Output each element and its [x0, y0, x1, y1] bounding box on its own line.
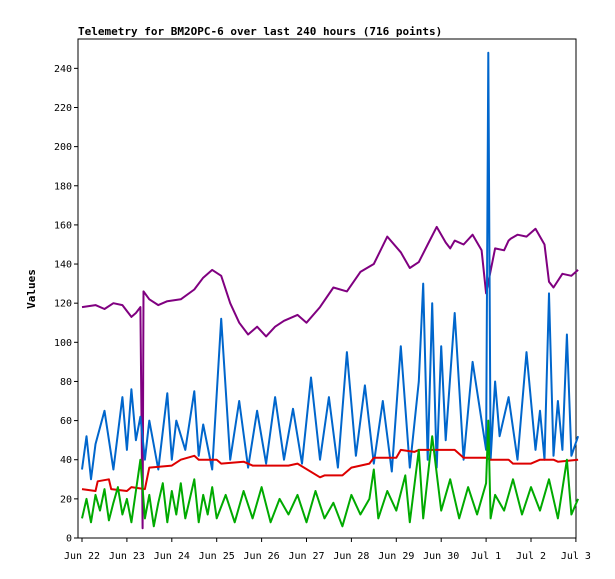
series-line-0	[81, 225, 579, 530]
y-tick-label: 100	[54, 338, 72, 349]
y-tick-label: 0	[66, 534, 72, 545]
y-tick-label: 20	[60, 494, 72, 505]
x-tick-label: Jul 2	[516, 551, 546, 562]
y-tick-label: 80	[60, 377, 72, 388]
x-tick-label: Jun 25	[199, 551, 235, 562]
x-tick-label: Jun 30	[423, 551, 459, 562]
x-tick-label: Jun 24	[154, 551, 190, 562]
y-axis-label: Values	[25, 269, 38, 309]
y-tick-label: 60	[60, 416, 72, 427]
x-tick-label: Jul 1	[471, 551, 501, 562]
series-layer	[81, 51, 580, 530]
x-tick-label: Jun 23	[109, 551, 145, 562]
y-tick-label: 140	[54, 260, 72, 271]
chart-title: Telemetry for BM2OPC-6 over last 240 hou…	[78, 25, 442, 38]
x-tick-label: Jun 28	[333, 551, 369, 562]
y-axis: 0 20 40 60 80 100 120 140 160 180 200 220 240	[54, 64, 78, 545]
series-line-1	[81, 51, 580, 481]
x-tick-label: Jun 26	[244, 551, 280, 562]
x-tick-label: Jun 27	[288, 551, 324, 562]
x-axis: Jun 22 Jun 23 Jun 24 Jun 25 Jun 26 Jun 27 Jun …	[64, 538, 591, 562]
y-tick-label: 160	[54, 220, 72, 231]
x-tick-label: Jul 3	[561, 551, 591, 562]
y-tick-label: 240	[54, 64, 72, 75]
y-tick-label: 180	[54, 181, 72, 192]
series-line-2	[81, 448, 579, 492]
y-tick-label: 40	[60, 455, 72, 466]
x-tick-label: Jun 29	[378, 551, 414, 562]
series-line-3	[81, 419, 580, 528]
y-tick-label: 220	[54, 103, 72, 114]
y-tick-label: 200	[54, 142, 72, 153]
x-tick-label: Jun 22	[64, 551, 100, 562]
plot-frame	[77, 38, 577, 539]
y-tick-label: 120	[54, 299, 72, 310]
